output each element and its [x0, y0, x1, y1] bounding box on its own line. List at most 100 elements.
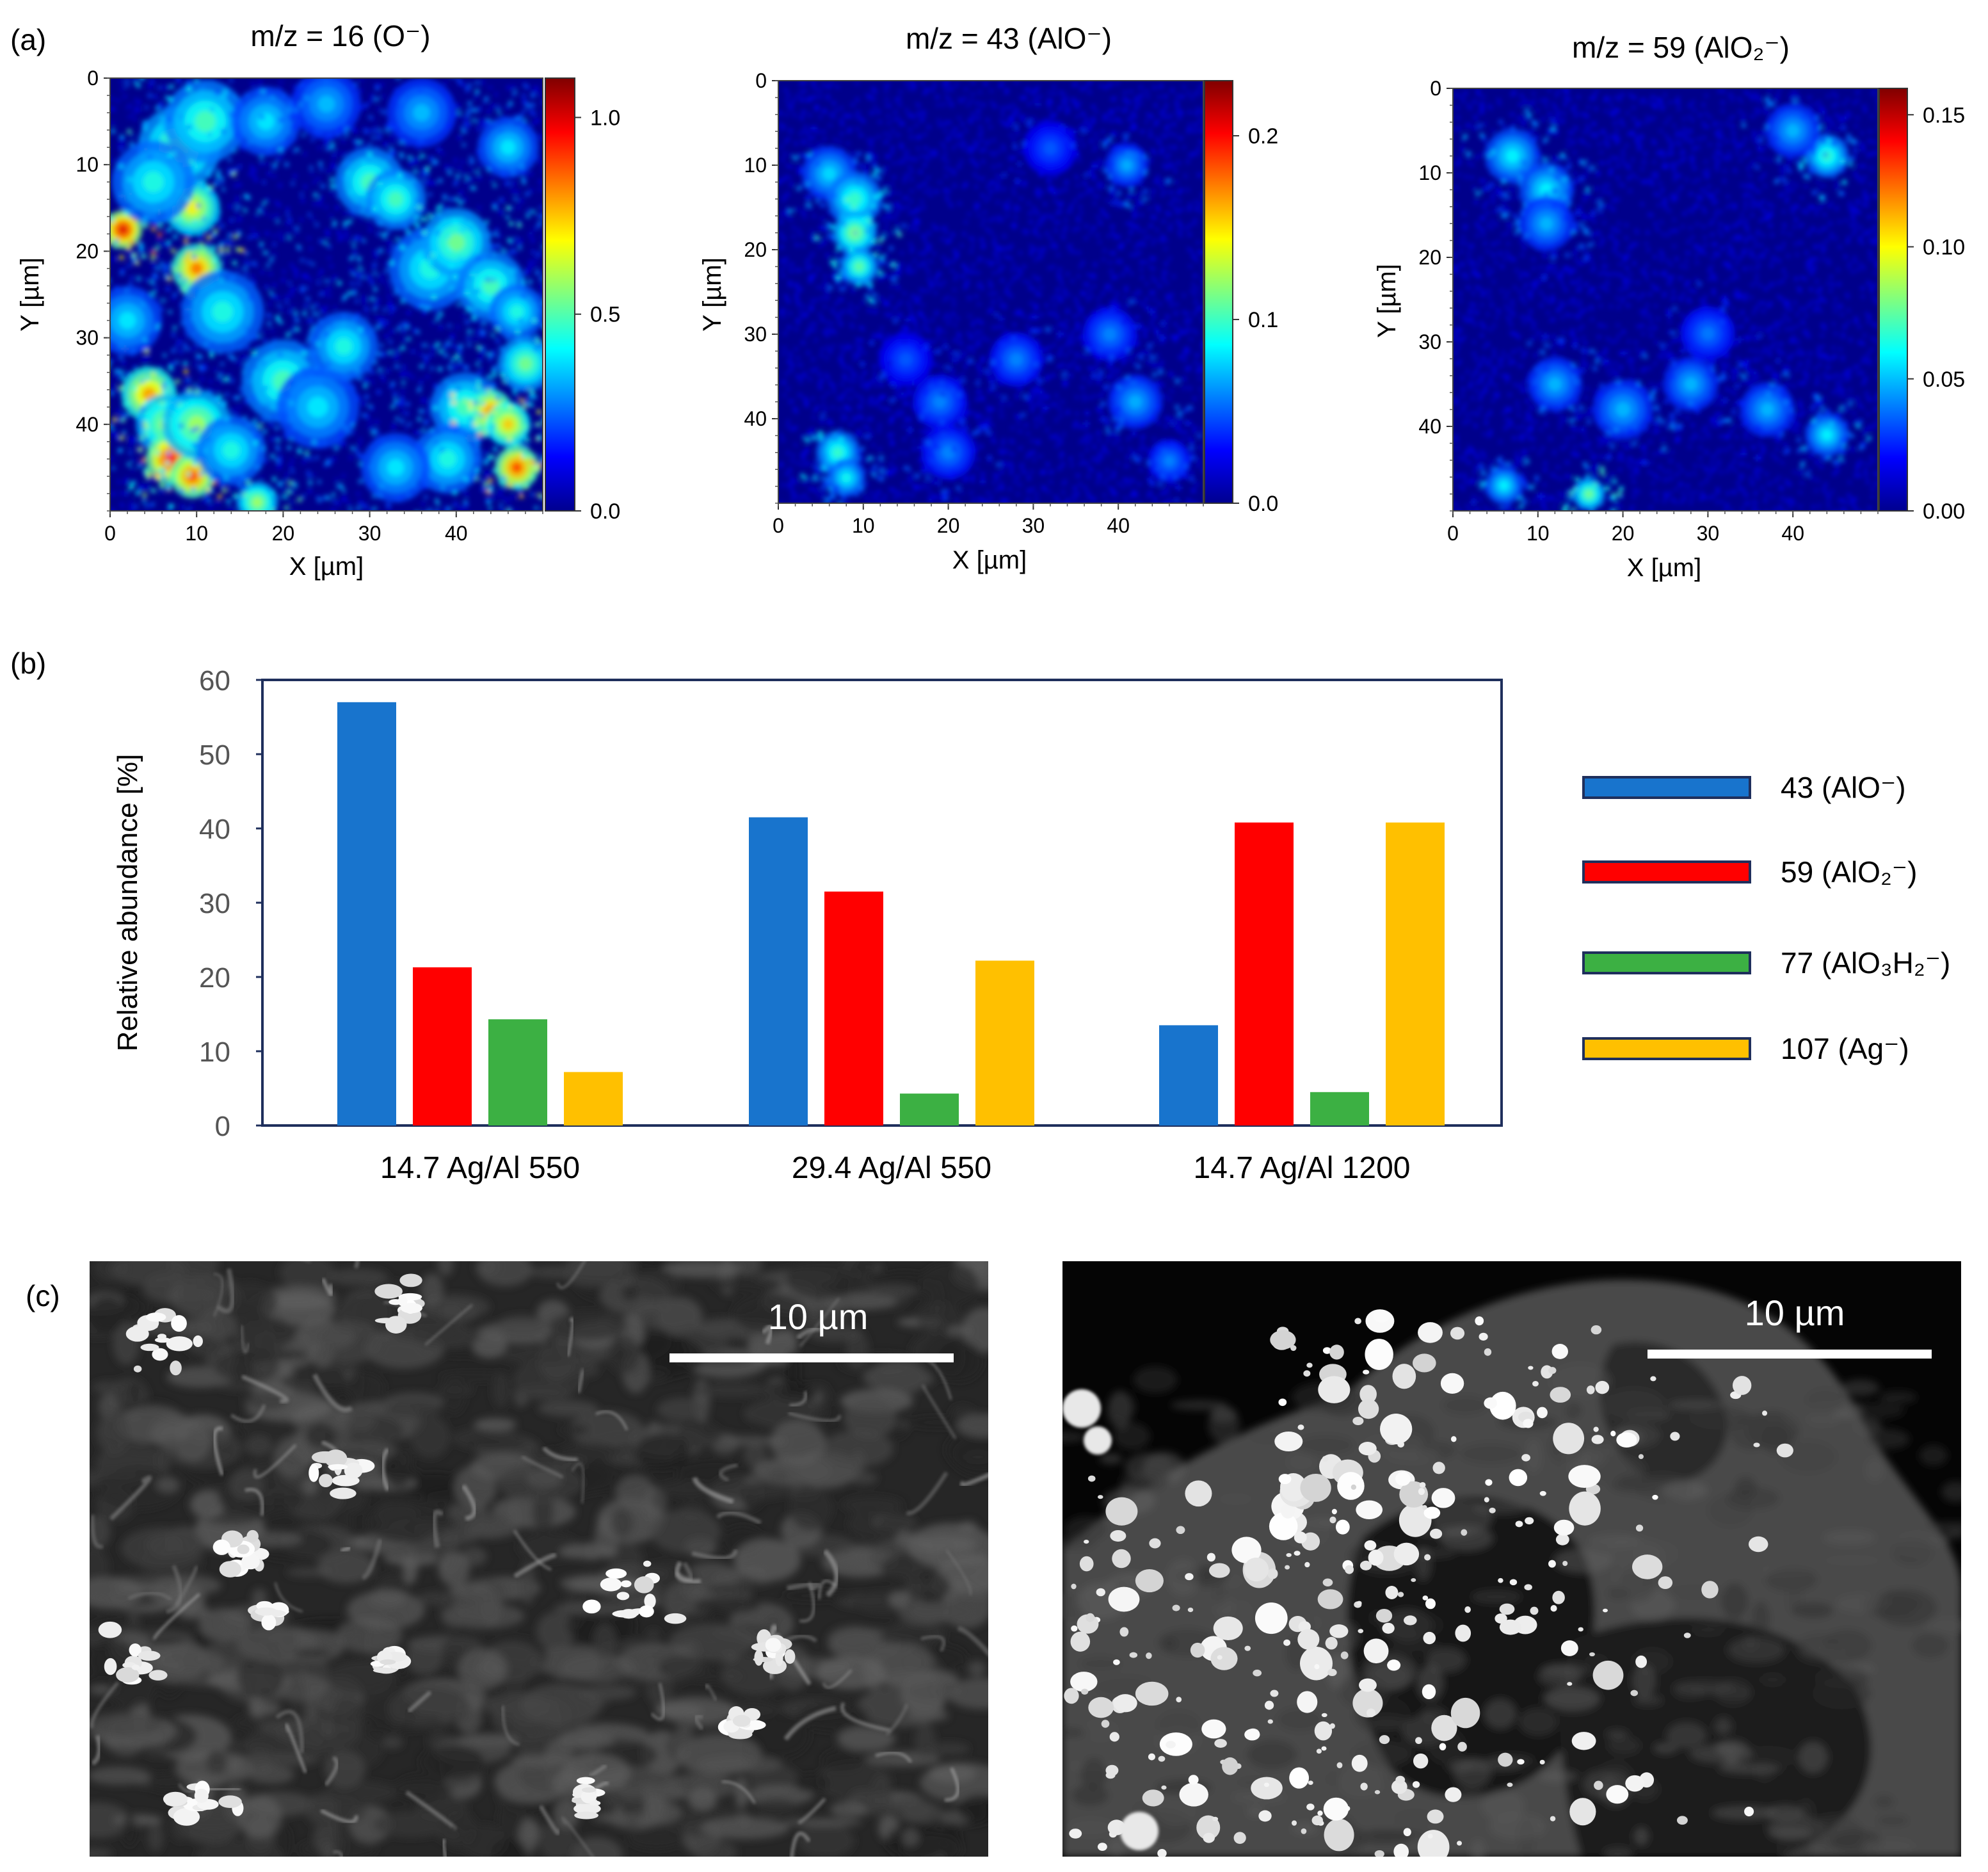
map-speckle	[400, 324, 404, 328]
map-speckle	[401, 410, 405, 414]
map-speckle	[316, 342, 320, 346]
map-speckle	[1185, 227, 1189, 230]
map-speckle	[1080, 386, 1084, 390]
map-speckle	[417, 206, 422, 210]
map-speckle	[230, 275, 235, 280]
map-speckle	[1183, 430, 1187, 434]
map-speckle	[291, 469, 294, 473]
map-speckle	[449, 264, 454, 268]
map-speckle	[458, 166, 461, 170]
map-speckle	[125, 83, 129, 87]
map-speckle	[438, 179, 442, 183]
map-speckle	[481, 401, 485, 406]
map-speckle	[1030, 408, 1034, 412]
map-speckle	[510, 188, 514, 192]
map-speckle	[304, 274, 308, 278]
map-speckle	[185, 197, 189, 202]
map-speckle	[229, 79, 233, 83]
map-speckle	[992, 480, 996, 484]
map-speckle	[488, 455, 492, 460]
map-speckle	[406, 493, 411, 497]
map-speckle	[1196, 108, 1199, 111]
map-speckle	[291, 305, 294, 309]
map-speckle	[236, 206, 239, 209]
map-speckle	[839, 118, 843, 122]
map-speckle	[142, 499, 146, 503]
map-speckle	[527, 209, 531, 213]
map-speckle	[937, 335, 941, 339]
map-speckle	[233, 95, 237, 99]
map-speckle	[103, 229, 107, 233]
map-speckle	[82, 318, 86, 322]
map-speckle	[782, 274, 785, 278]
map-speckle	[1075, 354, 1078, 358]
map-speckle	[914, 222, 918, 226]
map-speckle	[1182, 438, 1185, 442]
map-speckle	[220, 371, 224, 375]
map-speckle	[168, 207, 172, 211]
map-speckle	[802, 304, 806, 308]
map-speckle	[977, 341, 981, 344]
map-speckle	[474, 330, 478, 334]
map-speckle	[479, 351, 483, 355]
map-speckle	[324, 138, 328, 141]
map-speckle	[495, 207, 499, 211]
map-speckle	[151, 276, 155, 280]
map-speckle	[463, 399, 468, 403]
map-speckle	[1007, 402, 1011, 406]
map-speckle	[1009, 244, 1013, 248]
map-speckle	[1036, 211, 1039, 215]
map-speckle	[1006, 284, 1009, 288]
map-speckle	[353, 291, 357, 295]
map-speckle	[357, 312, 360, 316]
map-speckle	[464, 474, 469, 478]
map-speckle	[154, 95, 157, 99]
map-speckle	[210, 107, 214, 111]
map-speckle	[367, 152, 372, 156]
map-speckle	[996, 261, 1000, 264]
map-speckle	[358, 266, 362, 270]
map-speckle	[810, 487, 814, 491]
map-speckle	[419, 409, 423, 414]
map-speckle	[890, 419, 894, 423]
map-speckle	[330, 146, 333, 150]
map-speckle	[238, 483, 243, 488]
map-speckle	[910, 170, 914, 173]
map-speckle	[426, 399, 430, 403]
map-speckle	[530, 475, 534, 480]
map-speckle	[819, 95, 822, 99]
map-speckle	[132, 386, 137, 391]
map-speckle	[1085, 84, 1089, 88]
map-speckle	[405, 143, 408, 147]
map-speckle	[346, 177, 350, 181]
map-speckle	[336, 166, 340, 170]
map-speckle	[920, 465, 924, 469]
map-speckle	[517, 219, 520, 223]
map-speckle	[1192, 283, 1196, 287]
map-speckle	[806, 351, 810, 355]
map-speckle	[271, 414, 275, 419]
map-speckle	[848, 397, 852, 401]
map-speckle	[467, 343, 471, 347]
map-speckle	[273, 243, 277, 246]
map-speckle	[804, 125, 808, 129]
map-speckle	[419, 234, 424, 238]
map-speckle	[878, 381, 882, 385]
map-speckle	[456, 421, 460, 425]
map-speckle	[1081, 438, 1085, 442]
map-speckle	[518, 490, 522, 494]
map-speckle	[1192, 397, 1196, 401]
map-speckle	[463, 477, 468, 481]
map-speckle	[1186, 159, 1190, 163]
map-speckle	[451, 393, 455, 398]
map-hotspot	[185, 200, 200, 215]
map-speckle	[435, 404, 440, 408]
map-speckle	[288, 282, 292, 286]
map-speckle	[491, 383, 495, 387]
map-speckle	[511, 93, 515, 97]
map-speckle	[418, 387, 422, 391]
map-speckle	[474, 411, 479, 416]
map-speckle	[501, 115, 504, 118]
